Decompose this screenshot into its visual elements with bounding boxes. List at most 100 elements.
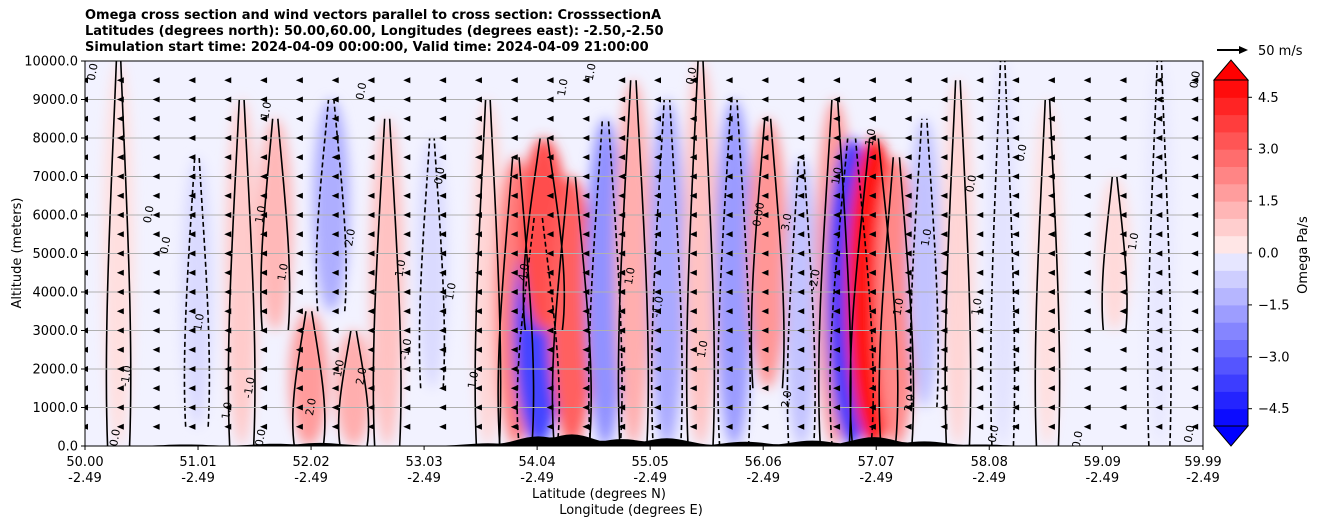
wind-vector (474, 212, 482, 218)
x-tick-label-longitude: -2.49 (633, 471, 667, 486)
wind-vector (295, 269, 303, 276)
wind-vector (403, 327, 411, 334)
contour-label: 1.0 (443, 282, 459, 301)
contour-label: 1.0 (969, 297, 985, 316)
wind-vector (868, 250, 876, 257)
omega-contour (817, 99, 833, 446)
wind-vector (797, 366, 805, 372)
colorbar-segment (1214, 374, 1248, 392)
x-tick-label-latitude: 59.09 (1084, 455, 1121, 470)
wind-vector (260, 404, 268, 411)
wind-vector (868, 423, 876, 430)
wind-vector (116, 269, 124, 276)
colorbar-segment (1214, 166, 1248, 185)
wind-vector (904, 250, 912, 257)
contour-label: 2.0 (902, 393, 918, 412)
wind-vector (1047, 423, 1055, 430)
wind-reference-key: 50 m/s (1217, 44, 1303, 59)
wind-vector (474, 423, 482, 430)
wind-vector (116, 96, 124, 103)
wind-vector (224, 250, 232, 257)
wind-vector (1191, 77, 1199, 84)
wind-vector (260, 173, 268, 180)
wind-vector (653, 423, 661, 430)
wind-vector (331, 77, 339, 84)
omega-contour (668, 99, 683, 446)
wind-vector (295, 231, 303, 238)
wind-vector (940, 212, 948, 218)
wind-vector (474, 231, 482, 238)
wind-vector (510, 366, 518, 372)
wind-vector (474, 77, 482, 84)
wind-vector (725, 308, 733, 315)
wind-vector (904, 212, 912, 218)
wind-vector (116, 366, 124, 372)
wind-vector (1047, 308, 1055, 315)
wind-vector (797, 327, 805, 334)
wind-vector (618, 346, 626, 353)
wind-vector (1155, 192, 1163, 199)
colorbar-segment (1214, 304, 1248, 323)
wind-vector (1047, 115, 1055, 122)
omega-contour (878, 157, 895, 446)
wind-vector (618, 327, 626, 334)
wind-vector (940, 327, 948, 334)
wind-vector (689, 154, 697, 161)
wind-vector (976, 231, 984, 238)
wind-vector (85, 385, 88, 392)
wind-vector (510, 154, 518, 161)
wind-vector (85, 192, 88, 199)
wind-vector (833, 289, 841, 295)
wind-vector (1119, 77, 1127, 84)
wind-vector (331, 404, 339, 411)
wind-vector (331, 96, 339, 103)
wind-vector (582, 192, 590, 199)
wind-vector (116, 77, 124, 84)
wind-vector (1119, 269, 1127, 276)
wind-vector (260, 308, 268, 315)
wind-vector (582, 77, 590, 84)
wind-vector (260, 231, 268, 238)
wind-vector (224, 77, 232, 84)
wind-vector (618, 77, 626, 84)
wind-vector (725, 77, 733, 84)
wind-vector (1012, 327, 1020, 334)
wind-vector (1155, 231, 1163, 238)
wind-vector (224, 423, 232, 430)
wind-vector (152, 96, 160, 103)
wind-vector (689, 346, 697, 353)
wind-vector (761, 385, 769, 392)
wind-vector (367, 135, 375, 141)
wind-vector (152, 308, 160, 315)
wind-vector (85, 404, 88, 411)
wind-vector (761, 404, 769, 411)
contour-label: 0.0 (1187, 70, 1203, 89)
wind-vector (224, 289, 232, 295)
colorbar-segment (1214, 149, 1248, 167)
contour-label: 1.0 (555, 78, 571, 97)
wind-vector (546, 423, 554, 430)
wind-vector (904, 385, 912, 392)
wind-vector (940, 135, 948, 141)
wind-vector (1191, 289, 1199, 295)
x-axis-label-latitude: Latitude (degrees N) (532, 487, 666, 502)
contour-label: 0.0 (158, 235, 174, 254)
wind-vector (1155, 423, 1163, 430)
x-tick-label-latitude: 54.04 (519, 455, 556, 470)
wind-vector (1083, 77, 1091, 84)
x-tick-label-longitude: -2.49 (1186, 471, 1220, 486)
wind-vector (833, 173, 841, 180)
wind-vector (761, 173, 769, 180)
wind-vector (725, 289, 733, 295)
wind-vector (1047, 173, 1055, 180)
wind-vector (367, 96, 375, 103)
omega-contour (355, 330, 370, 446)
wind-vector (1083, 366, 1091, 372)
wind-vector (367, 173, 375, 180)
wind-vector (331, 154, 339, 161)
omega-contour (1034, 99, 1047, 446)
wind-vector (725, 192, 733, 199)
wind-vector (295, 77, 303, 84)
wind-vector (1047, 404, 1055, 411)
wind-vector (904, 269, 912, 276)
